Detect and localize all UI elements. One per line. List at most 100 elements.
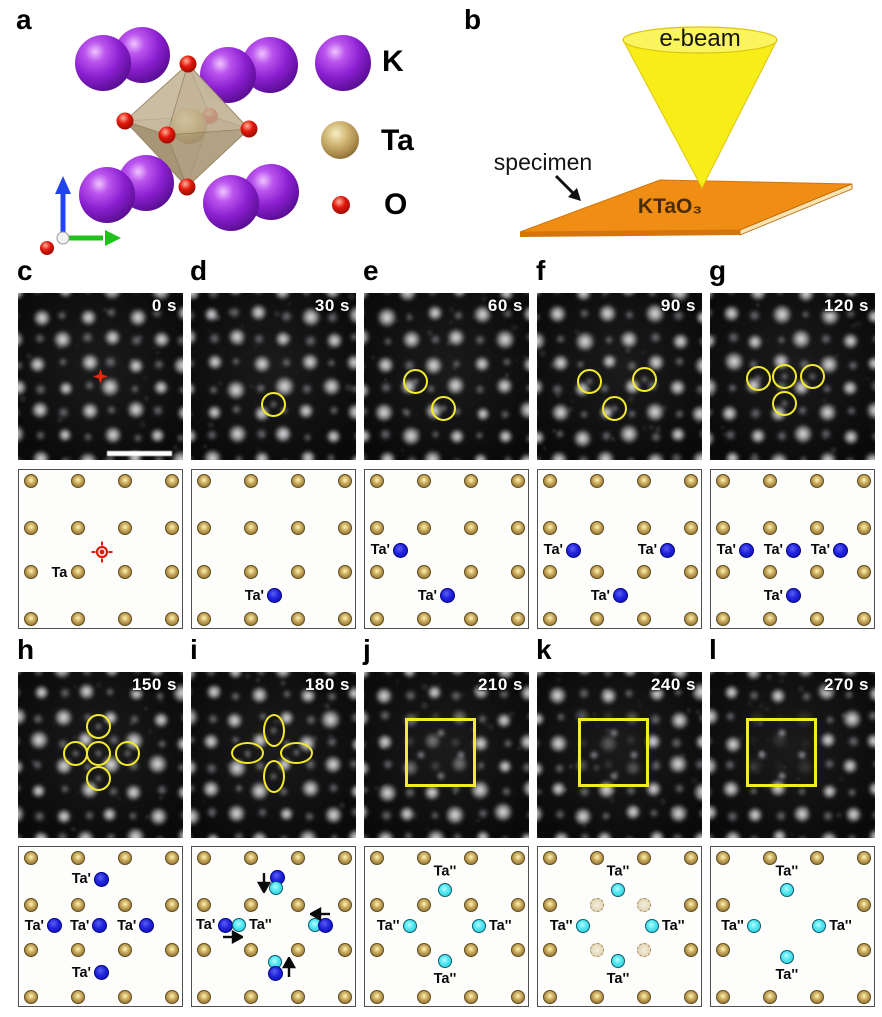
lattice-atom: [537, 736, 542, 750]
noise-speck: [401, 407, 408, 415]
noise-speck: [158, 698, 165, 705]
noise-speck: [347, 293, 355, 301]
defect-highlight-ellipse: [262, 760, 285, 794]
gold-ta-atom: [590, 474, 605, 489]
gold-ta-atom: [511, 520, 526, 535]
lattice-atom: [865, 733, 875, 750]
lattice-atom: [846, 405, 858, 417]
lattice-atom: [80, 353, 100, 372]
ta-prime-atom: [660, 542, 676, 558]
defect-highlight-circle: [261, 391, 286, 417]
lattice-atom: [378, 450, 396, 460]
lattice-atom: [191, 381, 196, 397]
noise-speck: [159, 767, 162, 771]
gold-ta-atom: [684, 565, 699, 580]
lattice-atom: [747, 358, 760, 371]
gold-ta-atom: [196, 565, 211, 580]
lattice-atom: [227, 672, 243, 680]
lattice-atom: [724, 293, 738, 296]
lattice-atom: [624, 803, 642, 821]
lattice-atom: [710, 672, 717, 676]
lattice-atom: [844, 456, 856, 460]
lattice-atom: [364, 759, 371, 778]
noise-speck: [797, 777, 800, 780]
ta-prime-atom: [440, 588, 455, 604]
noise-speck: [867, 404, 872, 408]
ghost-ta-atom: [590, 943, 605, 958]
lattice-atom: [322, 672, 339, 678]
gold-ta-atom: [338, 943, 353, 958]
lattice-atom: [274, 376, 295, 397]
lattice-atom: [226, 804, 246, 824]
gold-ta-atom: [684, 520, 699, 535]
lattice-atom: [325, 690, 338, 703]
lattice-atom: [84, 380, 96, 392]
k-atom: [79, 167, 135, 223]
lattice-atom: [364, 784, 370, 796]
noise-speck: [710, 392, 714, 397]
lattice-atom: [80, 309, 97, 326]
noise-speck: [582, 824, 587, 829]
gold-ta-atom: [636, 851, 651, 866]
lattice-atom: [364, 405, 370, 418]
lattice-atom: [627, 409, 637, 419]
lattice-atom: [871, 293, 875, 296]
lattice-atom: [668, 378, 687, 397]
lattice-atom: [56, 808, 73, 825]
lattice-atom: [302, 432, 313, 443]
k-atom: [200, 47, 256, 103]
lattice-atom: [800, 309, 811, 320]
lattice-atom: [625, 760, 642, 777]
noise-speck: [138, 784, 142, 788]
noise-speck: [88, 693, 95, 700]
stem-image-j: 210 s: [364, 672, 529, 838]
lattice-atom: [402, 408, 413, 419]
schematic-d: Ta': [191, 469, 356, 629]
lattice-atom: [322, 377, 341, 397]
lattice-atom: [104, 831, 117, 838]
lattice-atom: [846, 833, 858, 838]
gold-ta-atom: [290, 565, 305, 580]
noise-speck: [475, 818, 480, 823]
lattice-atom: [868, 780, 875, 797]
noise-speck: [873, 449, 875, 452]
lattice-atom: [843, 689, 855, 700]
stem-image-i: 180 s: [191, 672, 356, 838]
lattice-atom: [57, 427, 73, 443]
noise-speck: [626, 408, 629, 411]
gold-ta-atom: [369, 851, 384, 866]
gold-ta-atom: [338, 520, 353, 535]
gold-ta-atom: [511, 943, 526, 958]
gold-ta-atom: [857, 851, 872, 866]
gold-ta-atom: [715, 989, 730, 1004]
noise-speck: [471, 727, 475, 731]
noise-speck: [766, 737, 770, 741]
schematic-e: Ta' Ta': [364, 469, 529, 629]
atom-label: Ta: [51, 564, 68, 581]
lattice-atom: [578, 785, 591, 798]
lattice-atom: [526, 711, 529, 722]
lattice-atom: [227, 328, 246, 347]
lattice-atom: [177, 827, 183, 838]
lattice-atom: [710, 407, 714, 418]
noise-speck: [765, 674, 772, 681]
noise-speck: [601, 688, 608, 695]
ta-doubleprime-faint-spot: [608, 770, 619, 781]
gold-ta-atom: [684, 943, 699, 958]
gold-ta-atom: [196, 611, 211, 626]
noise-speck: [57, 416, 64, 424]
noise-speck: [514, 359, 518, 363]
lattice-atom: [451, 293, 468, 298]
gold-ta-atom: [71, 897, 86, 912]
panel-letter-f: f: [536, 255, 546, 286]
lattice-atom: [347, 304, 356, 326]
lattice-atom: [18, 359, 25, 372]
lattice-atom: [723, 830, 742, 838]
noise-speck: [487, 723, 495, 731]
noise-speck: [332, 311, 336, 314]
gold-ta-atom: [244, 474, 259, 489]
lattice-atom: [871, 809, 875, 820]
noise-speck: [751, 451, 757, 457]
lattice-atom: [18, 672, 24, 677]
gold-ta-atom: [715, 943, 730, 958]
